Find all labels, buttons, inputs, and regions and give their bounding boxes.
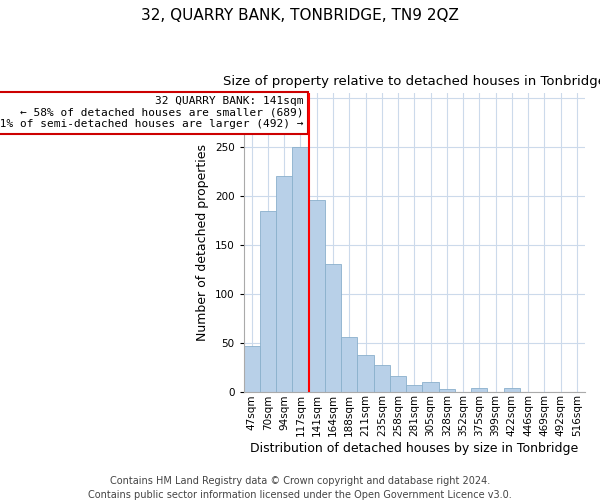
Bar — [471, 388, 487, 392]
Bar — [341, 337, 358, 392]
Bar — [374, 365, 390, 392]
Text: Contains HM Land Registry data © Crown copyright and database right 2024.
Contai: Contains HM Land Registry data © Crown c… — [88, 476, 512, 500]
Bar — [358, 356, 374, 392]
Bar — [504, 388, 520, 392]
Bar — [325, 264, 341, 392]
Y-axis label: Number of detached properties: Number of detached properties — [196, 144, 209, 341]
Text: 32 QUARRY BANK: 141sqm
← 58% of detached houses are smaller (689)
41% of semi-de: 32 QUARRY BANK: 141sqm ← 58% of detached… — [0, 96, 304, 130]
Bar — [390, 376, 406, 392]
Bar — [422, 382, 439, 392]
Text: 32, QUARRY BANK, TONBRIDGE, TN9 2QZ: 32, QUARRY BANK, TONBRIDGE, TN9 2QZ — [141, 8, 459, 22]
Bar — [276, 176, 292, 392]
Bar — [406, 384, 422, 392]
Bar — [292, 147, 308, 392]
Bar — [244, 346, 260, 392]
Bar — [308, 200, 325, 392]
Bar — [260, 210, 276, 392]
Title: Size of property relative to detached houses in Tonbridge: Size of property relative to detached ho… — [223, 75, 600, 88]
Bar — [439, 388, 455, 392]
X-axis label: Distribution of detached houses by size in Tonbridge: Distribution of detached houses by size … — [250, 442, 578, 455]
